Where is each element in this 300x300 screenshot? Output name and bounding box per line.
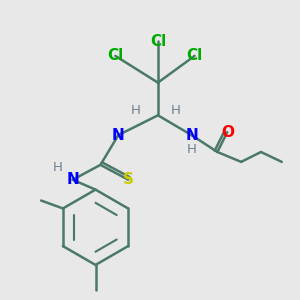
Text: N: N: [66, 172, 79, 187]
Text: H: H: [131, 104, 141, 117]
Text: H: H: [171, 104, 181, 117]
Text: H: H: [53, 161, 63, 174]
Text: N: N: [112, 128, 125, 142]
Text: N: N: [185, 128, 198, 142]
Text: Cl: Cl: [107, 48, 123, 63]
Text: Cl: Cl: [150, 34, 166, 49]
Text: Cl: Cl: [187, 48, 203, 63]
Text: S: S: [123, 172, 134, 187]
Text: O: O: [221, 125, 234, 140]
Text: H: H: [187, 142, 196, 155]
